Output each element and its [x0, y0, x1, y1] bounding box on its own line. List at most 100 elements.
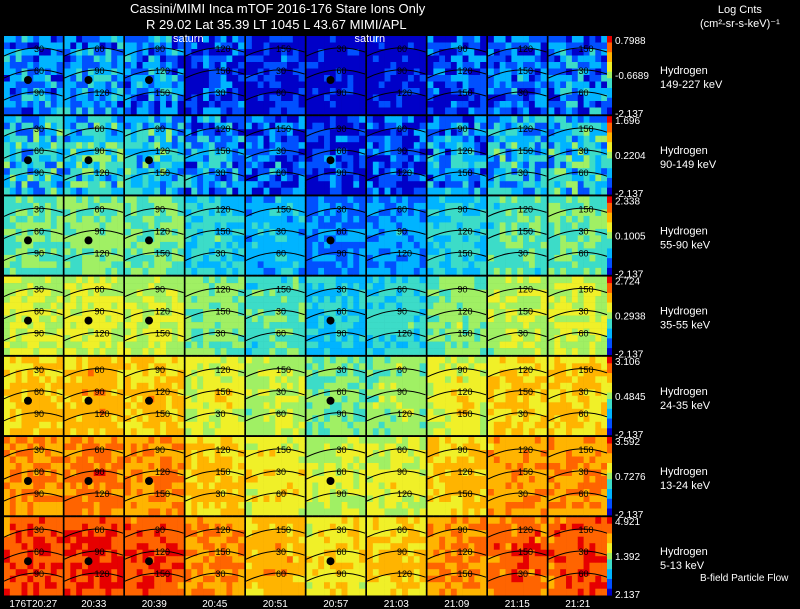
pixel-block — [306, 174, 313, 182]
pixel-block — [456, 36, 463, 43]
pixel-block — [493, 116, 500, 123]
pixel-block — [407, 276, 415, 284]
pixel-block — [511, 228, 518, 236]
pixel-block — [419, 142, 426, 149]
pixel-block — [511, 122, 518, 130]
pixel-block — [372, 328, 379, 336]
pixel-block — [105, 348, 112, 355]
pixel-block — [517, 161, 524, 169]
pixel-block — [595, 202, 602, 210]
pixel-block — [468, 155, 475, 162]
pixel-block — [142, 322, 149, 329]
pixel-block — [9, 62, 16, 69]
pixel-block — [33, 289, 40, 297]
pixel-block — [298, 348, 305, 355]
pixel-block — [413, 135, 420, 143]
pixel-block — [177, 107, 184, 115]
pixel-block — [445, 202, 452, 210]
pixel-block — [238, 302, 245, 310]
colorbar-step — [607, 58, 612, 63]
pixel-block — [462, 68, 469, 76]
pixel-block — [413, 261, 420, 269]
pixel-block — [560, 261, 567, 269]
pixel-block — [185, 196, 192, 204]
pixel-block — [341, 68, 348, 76]
pixel-block — [462, 267, 469, 275]
pixel-block — [64, 129, 71, 136]
pixel-block — [312, 248, 319, 256]
pixel-block — [306, 335, 313, 342]
pixel-block — [142, 341, 149, 349]
pixel-block — [76, 129, 83, 136]
pixel-block — [185, 328, 192, 336]
pixel-block — [185, 341, 192, 349]
pixel-block — [523, 187, 530, 195]
pixel-block — [105, 101, 112, 108]
pixel-block — [105, 341, 112, 349]
pixel-block — [125, 302, 132, 310]
pixel-block — [93, 276, 100, 284]
pixel-block — [488, 155, 495, 162]
pixel-block — [384, 62, 391, 69]
pixel-block — [439, 129, 446, 136]
pixel-block — [571, 222, 579, 230]
pixel-block — [214, 341, 221, 349]
contour-line — [427, 331, 487, 342]
pixel-block — [292, 302, 299, 310]
pixel-block — [44, 341, 52, 349]
pixel-block — [298, 222, 305, 230]
pixel-block — [480, 42, 487, 50]
pixel-block — [44, 335, 52, 342]
pixel-block — [99, 215, 106, 223]
pixel-block — [407, 81, 415, 89]
pixel-block — [571, 75, 579, 82]
pixel-block — [99, 161, 106, 169]
pixel-block — [372, 161, 379, 169]
pixel-block — [39, 289, 46, 297]
pixel-block — [82, 335, 89, 342]
pixel-block — [445, 135, 452, 143]
pixel-block — [191, 241, 198, 249]
pixel-block — [433, 302, 440, 310]
pixel-block — [439, 168, 446, 175]
pixel-block — [226, 161, 233, 169]
pixel-block — [595, 261, 602, 269]
pixel-block — [456, 283, 463, 290]
pixel-block — [281, 142, 288, 149]
pixel-block — [269, 161, 276, 169]
pixel-block — [238, 42, 245, 50]
pixel-block — [203, 328, 210, 336]
pixel-block — [263, 148, 270, 156]
pixel-block — [493, 296, 500, 303]
pixel-block — [44, 196, 52, 204]
pixel-block — [474, 289, 481, 297]
pixel-block — [148, 187, 155, 195]
pixel-block — [93, 241, 100, 249]
pixel-block — [130, 116, 137, 123]
pixel-block — [44, 322, 52, 329]
pixel-block — [4, 161, 11, 169]
pixel-block — [445, 335, 452, 342]
pixel-block — [523, 148, 530, 156]
pixel-block — [246, 296, 253, 303]
pixel-block — [566, 135, 573, 143]
pixel-block — [286, 155, 294, 162]
pixel-block — [534, 215, 541, 223]
pixel-block — [589, 254, 596, 262]
pixel-block — [185, 181, 192, 188]
pixel-block — [419, 341, 426, 349]
pixel-block — [292, 181, 299, 188]
pixel-block — [589, 135, 596, 143]
pixel-block — [220, 155, 227, 162]
pixel-block — [286, 315, 294, 323]
pixel-block — [571, 161, 579, 169]
pixel-block — [232, 296, 239, 303]
pixel-block — [413, 142, 420, 149]
pixel-block — [4, 68, 11, 76]
pixel-block — [445, 222, 452, 230]
pixel-block — [595, 116, 602, 123]
pixel-block — [171, 215, 178, 223]
pixel-block — [154, 302, 161, 310]
contour-label: 150 — [458, 329, 473, 339]
pixel-block — [87, 202, 95, 210]
